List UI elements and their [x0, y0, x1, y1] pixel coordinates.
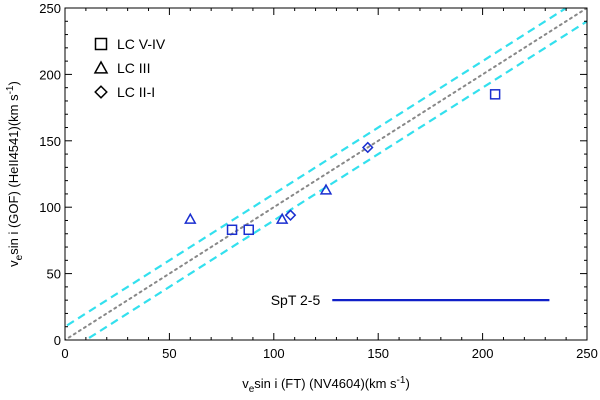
y-label-end: )	[6, 81, 21, 85]
x-tick-label: 200	[472, 346, 494, 361]
legend-label: LC II-I	[117, 84, 155, 100]
x-axis-label: vesin i (FT) (NV4604)(km s-1)	[242, 375, 410, 395]
annotation-spt: SpT 2-5	[271, 292, 550, 308]
data-point-diamond	[361, 141, 374, 154]
reference-lines	[65, 8, 587, 340]
y-label-main: v	[6, 260, 21, 267]
y-label-sub: e	[14, 254, 25, 260]
y-tick-label: 50	[47, 267, 61, 282]
axis-ticks: 0 50 100 150 200 250 0 50 100 150 200 250	[39, 1, 598, 361]
legend-marker-square	[94, 37, 108, 51]
x-label-main: v	[242, 376, 249, 391]
x-tick-label: 100	[263, 346, 285, 361]
legend: LC V-IV LC III LC II-I	[93, 36, 166, 100]
y-tick-label: 150	[39, 134, 61, 149]
legend-marker-triangle	[93, 60, 109, 74]
y-tick-label: 0	[54, 333, 61, 348]
plot-frame	[64, 7, 588, 341]
x-tick-label: 250	[576, 346, 598, 361]
reference-line-dashed-1	[65, 8, 569, 329]
legend-label: LC III	[117, 60, 150, 76]
data-point-triangle	[319, 183, 333, 195]
legend-marker-diamond	[94, 85, 108, 99]
data-point-triangle	[275, 212, 289, 224]
x-label-rest: sin i (FT) (NV4604)(km s	[254, 376, 397, 391]
y-label-sup: -1	[5, 85, 16, 94]
annotation-label: SpT 2-5	[271, 292, 321, 308]
data-point-square	[226, 224, 238, 236]
data-point-triangle	[184, 212, 197, 224]
reference-line-dotted-0	[65, 8, 587, 340]
y-axis-label: vesin i (GOF) (HeII4541)(km s-1)	[5, 81, 25, 267]
data-markers	[184, 89, 501, 236]
y-tick-label: 100	[39, 200, 61, 215]
y-tick-label: 200	[39, 67, 61, 82]
x-label-sub: e	[249, 384, 255, 395]
x-label-sup: -1	[397, 375, 406, 386]
legend-label: LC V-IV	[117, 36, 166, 52]
x-tick-label: 150	[367, 346, 389, 361]
data-point-square	[489, 89, 501, 100]
data-point-square	[243, 224, 254, 236]
y-label-rest: sin i (GOF) (HeII4541)(km s	[6, 94, 21, 255]
y-tick-label: 250	[39, 1, 61, 16]
x-tick-label: 0	[61, 346, 68, 361]
x-label-end: )	[405, 376, 409, 391]
data-point-diamond	[284, 209, 297, 221]
x-tick-label: 50	[162, 346, 176, 361]
reference-line-dashed-2	[83, 19, 587, 340]
